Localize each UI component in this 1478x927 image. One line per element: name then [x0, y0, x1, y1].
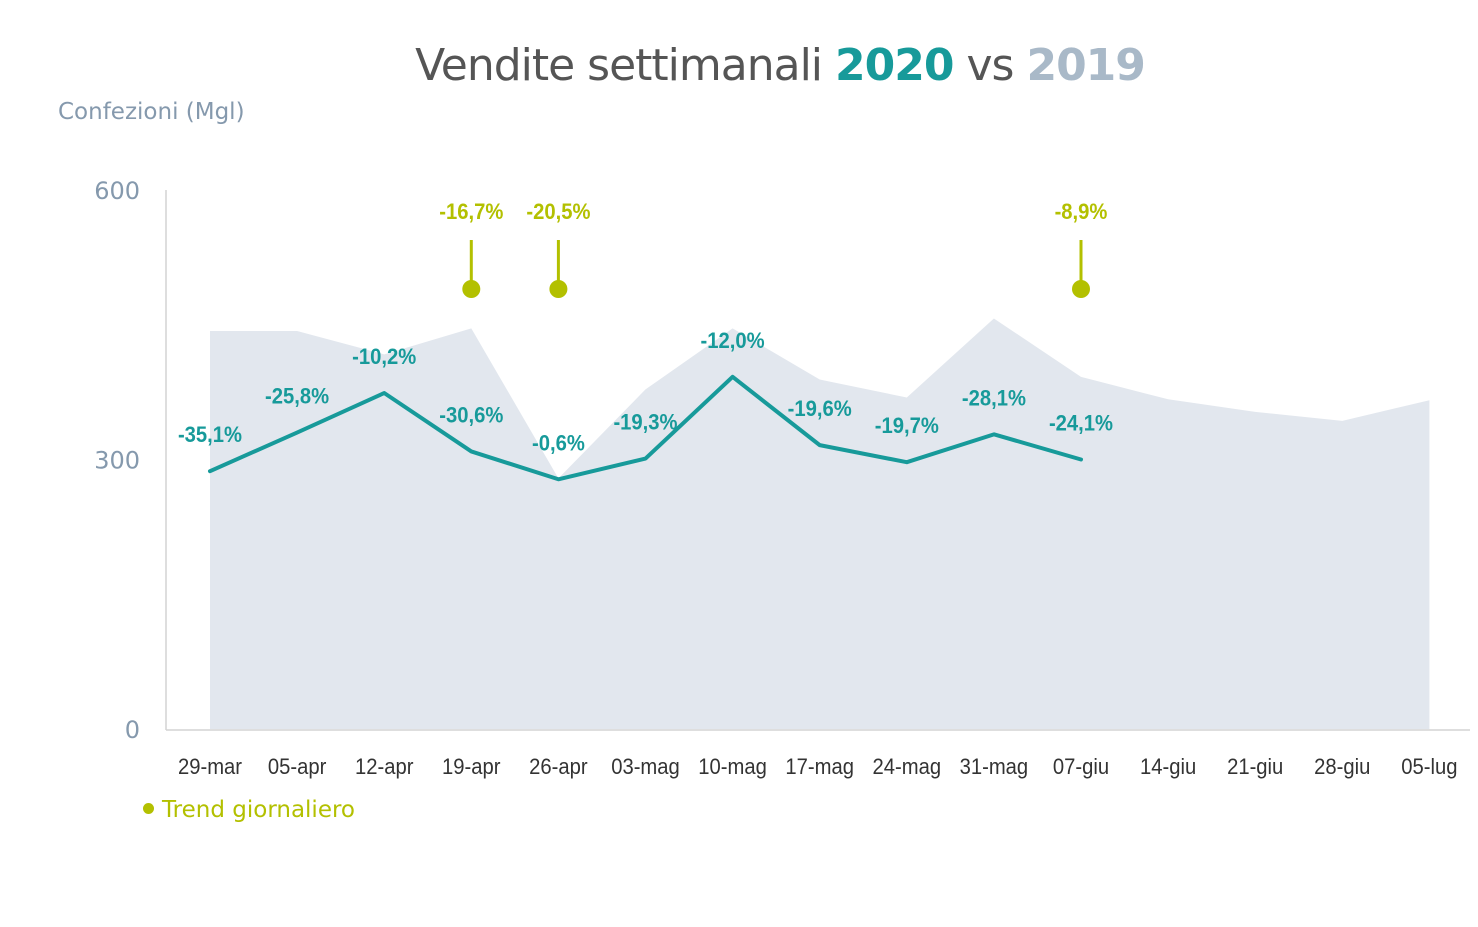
trend-marker-dot — [1072, 280, 1090, 298]
trend-marker-label: -16,7% — [439, 200, 503, 224]
x-tick-label: 24-mag — [873, 755, 942, 779]
x-tick-label: 19-apr — [442, 755, 500, 779]
y-axis-label: Confezioni (Mgl) — [58, 99, 245, 125]
x-tick-label: 29-mar — [178, 755, 242, 779]
series-2020-data-label: -19,7% — [875, 414, 939, 438]
series-2020-data-label: -25,8% — [265, 385, 329, 409]
series-2020-data-label: -10,2% — [352, 345, 416, 369]
x-tick-label: 05-apr — [268, 755, 326, 779]
x-tick-label: 26-apr — [529, 755, 587, 779]
x-tick-label: 07-giu — [1053, 755, 1109, 779]
series-2020-data-label: -28,1% — [962, 387, 1026, 411]
x-tick-label: 10-mag — [698, 755, 767, 779]
y-tick-label: 0 — [125, 716, 140, 744]
chart-title: Vendite settimanali 2020 vs 2019 — [0, 40, 1478, 91]
legend-trend-label: Trend giornaliero — [162, 797, 355, 823]
series-2020-data-label: -19,6% — [788, 397, 852, 421]
legend-dot-icon — [143, 803, 154, 814]
x-tick-label: 03-mag — [611, 755, 680, 779]
series-2020-data-label: -19,3% — [613, 411, 677, 435]
chart-title-vs: vs — [966, 40, 1014, 91]
series-2020-data-label: -30,6% — [439, 404, 503, 428]
legend: Trend giornaliero — [143, 797, 355, 823]
chart-title-year-2020: 2020 — [835, 40, 954, 91]
series-2020-data-label: -24,1% — [1049, 412, 1113, 436]
x-tick-label: 28-giu — [1314, 755, 1370, 779]
series-2020-line — [208, 374, 1083, 482]
y-tick-label: 600 — [94, 177, 140, 205]
x-tick-label: 12-apr — [355, 755, 413, 779]
chart-title-year-2019: 2019 — [1026, 40, 1145, 91]
trend-marker-label: -20,5% — [526, 200, 590, 224]
series-2020-data-label: -35,1% — [178, 423, 242, 447]
series-2020-data-label: -12,0% — [701, 329, 765, 353]
x-tick-label: 31-mag — [960, 755, 1029, 779]
trend-marker-dot — [549, 280, 568, 298]
series-2020-data-label: -0,6% — [532, 432, 585, 456]
series-2019-area — [210, 318, 1430, 729]
trend-marker-label: -8,9% — [1055, 200, 1108, 224]
chart-title-main: Vendite settimanali — [415, 40, 823, 91]
trend-marker-dot — [462, 280, 481, 298]
x-tick-label: 05-lug — [1401, 755, 1457, 779]
x-tick-label: 14-giu — [1140, 755, 1196, 779]
x-tick-label: 17-mag — [785, 755, 854, 779]
y-tick-label: 300 — [94, 447, 140, 475]
x-tick-label: 21-giu — [1227, 755, 1283, 779]
